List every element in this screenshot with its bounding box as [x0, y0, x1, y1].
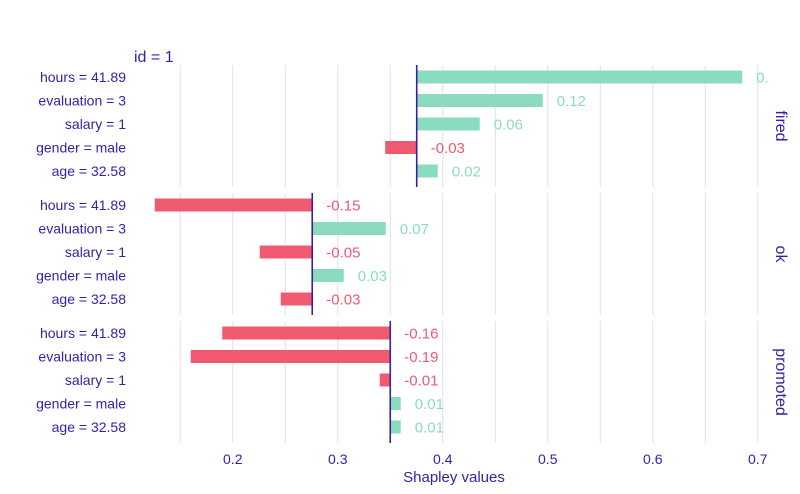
strip-mask: [770, 65, 800, 187]
feature-label-ok-0: hours = 41.89: [40, 197, 126, 213]
feature-label-promoted-0: hours = 41.89: [40, 325, 126, 341]
value-label-ok-2: -0.05: [326, 245, 360, 262]
bar-fired-1: [416, 94, 543, 107]
bar-promoted-0: [222, 326, 391, 340]
feature-label-ok-3: gender = male: [36, 268, 126, 284]
value-label-fired-1: 0.12: [557, 93, 586, 110]
bar-ok-2: [259, 245, 313, 259]
x-tick-label-0.4: 0.4: [433, 451, 453, 467]
x-tick-label-0.7: 0.7: [748, 451, 768, 467]
value-label-promoted-3: 0.01: [415, 396, 444, 413]
bar-ok-3: [312, 269, 344, 282]
feature-label-promoted-2: salary = 1: [65, 372, 126, 388]
value-label-fired-2: 0.06: [494, 117, 523, 134]
feature-label-ok-4: age = 32.58: [52, 291, 127, 307]
feature-label-ok-2: salary = 1: [65, 244, 126, 260]
x-tick-label-0.5: 0.5: [538, 451, 558, 467]
feature-label-fired-2: salary = 1: [65, 116, 126, 132]
x-tick-label-0.3: 0.3: [328, 451, 348, 467]
chart-title: id = 1: [134, 49, 174, 66]
value-label-promoted-1: -0.19: [404, 349, 438, 366]
feature-label-promoted-1: evaluation = 3: [38, 349, 126, 365]
bar-ok-0: [154, 198, 313, 212]
bar-promoted-1: [190, 350, 391, 363]
value-label-promoted-0: -0.16: [404, 326, 438, 343]
feature-label-fired-4: age = 32.58: [52, 163, 127, 179]
bar-ok-4: [280, 292, 313, 306]
bar-promoted-4: [390, 420, 401, 434]
feature-label-ok-1: evaluation = 3: [38, 221, 126, 237]
x-axis-title: Shapley values: [403, 469, 505, 486]
feature-label-fired-3: gender = male: [36, 140, 126, 156]
bar-promoted-2: [379, 373, 391, 387]
value-label-fired-4: 0.02: [452, 164, 481, 181]
bar-ok-1: [312, 222, 386, 235]
value-label-ok-3: 0.03: [358, 268, 387, 285]
value-label-promoted-2: -0.01: [404, 373, 438, 390]
feature-label-promoted-4: age = 32.58: [52, 419, 127, 435]
value-label-ok-4: -0.03: [326, 292, 360, 309]
x-tick-label-0.2: 0.2: [223, 451, 243, 467]
label-layer: 0.2 0.3 0.4 0.5 0.6 0.7 hours = 41.89 0. evaluat…: [36, 65, 800, 467]
value-label-ok-1: 0.07: [400, 221, 429, 238]
x-tick-label-0.6: 0.6: [643, 451, 663, 467]
panel-label-ok: ok: [772, 246, 789, 264]
bar-fired-2: [416, 117, 480, 131]
value-label-ok-0: -0.15: [326, 198, 360, 215]
value-label-promoted-4: 0.01: [415, 420, 444, 437]
bar-layer: [154, 65, 743, 443]
bar-fired-0: [416, 70, 743, 84]
feature-label-fired-1: evaluation = 3: [38, 93, 126, 109]
value-label-fired-0: 0.: [756, 70, 769, 87]
value-label-fired-3: -0.03: [431, 140, 465, 157]
feature-label-promoted-3: gender = male: [36, 396, 126, 412]
bar-fired-4: [416, 164, 438, 178]
feature-label-fired-0: hours = 41.89: [40, 69, 126, 85]
panel-label-promoted: promoted: [772, 348, 789, 416]
panel-label-fired: fired: [772, 110, 789, 141]
bar-fired-3: [385, 141, 417, 154]
bar-promoted-3: [390, 397, 401, 410]
